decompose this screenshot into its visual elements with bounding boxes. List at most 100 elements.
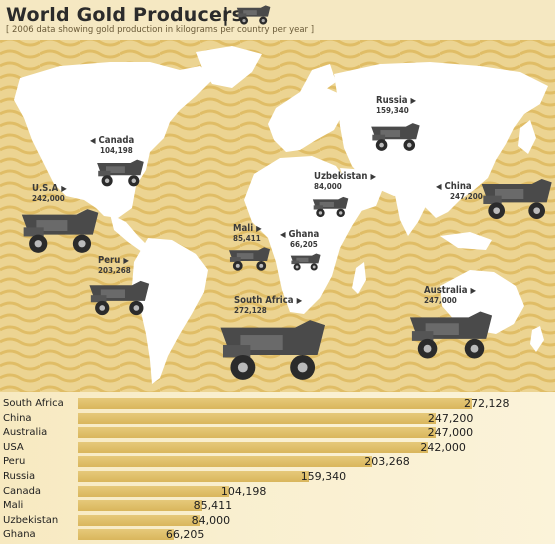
map-label-mali: Mali ▶ 85,411: [233, 224, 262, 244]
truck-peru-icon: [89, 280, 150, 316]
map-label-canada: ◀ Canada 104,198: [90, 136, 134, 156]
map-label-value: 247,200: [450, 192, 483, 201]
map-label-name: Mali: [233, 223, 254, 234]
arrow-right-icon: ▶: [370, 172, 376, 181]
map-label-usa: U.S.A ▶ 242,000: [32, 184, 67, 204]
bar-row: Ghana 66,205: [0, 528, 555, 542]
truck-russia-icon: [371, 123, 420, 151]
map-label-name: China: [444, 181, 472, 192]
south-america-land: [132, 238, 208, 384]
map-label-name: Peru: [98, 255, 121, 266]
map-label-name: Russia: [376, 95, 408, 106]
bar: [78, 529, 174, 541]
scandinavia-land: [300, 64, 336, 92]
arrow-right-icon: ▶: [123, 256, 129, 265]
bar-value-label: 203,268: [364, 455, 410, 469]
map-label-value: 66,205: [290, 240, 318, 249]
map-label-australia: Australia ▶ 247,000: [424, 286, 476, 306]
map-label-name: Australia: [424, 285, 468, 296]
arrow-left-icon: ◀: [436, 182, 442, 191]
map-label-value: 84,000: [314, 182, 342, 191]
map-label-name: Canada: [98, 135, 135, 146]
bar: [78, 427, 436, 439]
truck-australia-icon: [409, 311, 493, 359]
map-label-china: ◀ China 247,200: [436, 182, 483, 202]
bar-category-label: Ghana: [3, 529, 36, 541]
bar-row: Australia 247,000: [0, 426, 555, 440]
bar: [78, 456, 373, 468]
arrow-right-icon: ▶: [256, 224, 262, 233]
map-label-name: Uzbekistan: [314, 171, 368, 182]
bar-category-label: China: [3, 412, 32, 424]
central-america-land: [110, 214, 148, 252]
bar-value-label: 272,128: [464, 397, 510, 410]
truck-south-africa-icon: [220, 320, 326, 380]
truck-mali-icon: [228, 247, 271, 271]
world-map: [14, 46, 548, 384]
bar-category-label: Uzbekistan: [3, 514, 59, 526]
bar-category-label: South Africa: [3, 398, 64, 409]
truck-ghana-icon: [290, 253, 321, 271]
bar-category-label: Canada: [3, 485, 42, 497]
bar-category-label: USA: [3, 441, 24, 453]
map-label-value: 203,268: [98, 266, 131, 275]
page-subtitle: [ 2006 data showing gold production in k…: [6, 25, 315, 35]
bar-value-label: 84,000: [191, 513, 231, 527]
arrow-left-icon: ◀: [280, 230, 286, 239]
map-label-name: South Africa: [234, 295, 294, 306]
bar-row: China 247,200: [0, 412, 555, 426]
bar-row: Russia 159,340: [0, 470, 555, 484]
bar-category-label: Peru: [3, 456, 26, 468]
bar-category-label: Mali: [3, 500, 24, 512]
arabia-land: [340, 168, 384, 212]
map-label-name: Ghana: [288, 229, 320, 240]
bar: [78, 398, 472, 409]
greenland-land: [196, 46, 262, 88]
title-separator: |: [222, 4, 229, 26]
bar-value-label: 85,411: [193, 499, 233, 513]
map-label-name: U.S.A: [32, 183, 59, 194]
truck-uzbekistan-icon: [312, 196, 349, 218]
truck-usa-icon: [21, 209, 99, 253]
map-label-peru: Peru ▶ 203,268: [98, 256, 131, 276]
arrow-right-icon: ▶: [61, 184, 67, 193]
asia-land: [334, 62, 548, 218]
page-title: World Gold Producers: [6, 4, 244, 26]
new-zealand-land: [530, 326, 544, 352]
bar-row: Peru 203,268: [0, 455, 555, 469]
bar-category-label: Russia: [3, 471, 36, 482]
truck-canada-icon: [97, 159, 144, 187]
bar-value-label: 159,340: [300, 470, 347, 483]
india-land: [394, 186, 428, 236]
map-label-value: 104,198: [100, 146, 133, 155]
bar-row: Uzbekistan 84,000: [0, 514, 555, 528]
madagascar-land: [352, 262, 366, 294]
truck-china-icon: [481, 179, 552, 219]
map-label-russia: Russia ▶ 159,340: [376, 96, 416, 116]
bar-row: USA 242,000: [0, 441, 555, 455]
bar-row: South Africa 272,128: [0, 397, 555, 411]
arrow-left-icon: ◀: [90, 136, 96, 145]
bar: [78, 500, 202, 512]
japan-land: [518, 120, 536, 154]
africa-land: [244, 156, 366, 314]
bar: [78, 485, 229, 497]
map-label-value: 247,000: [424, 296, 457, 305]
bar: [78, 514, 200, 526]
bar-category-label: Australia: [3, 427, 48, 439]
map-label-uzbekistan: Uzbekistan ▶ 84,000: [314, 172, 376, 192]
bar-value-label: 247,000: [427, 426, 474, 440]
bar-value-label: 242,000: [420, 440, 466, 454]
map-label-value: 242,000: [32, 194, 65, 203]
bar: [78, 412, 436, 424]
bar-value-label: 104,198: [220, 484, 267, 498]
title-truck-icon: [236, 5, 271, 25]
bar-value-label: 66,205: [165, 528, 205, 542]
bar: [78, 441, 429, 453]
map-label-value: 85,411: [233, 234, 261, 243]
bar: [78, 471, 309, 482]
map-label-value: 159,340: [376, 106, 409, 115]
bar-value-label: 247,200: [427, 411, 474, 425]
bar-row: Mali 85,411: [0, 499, 555, 513]
